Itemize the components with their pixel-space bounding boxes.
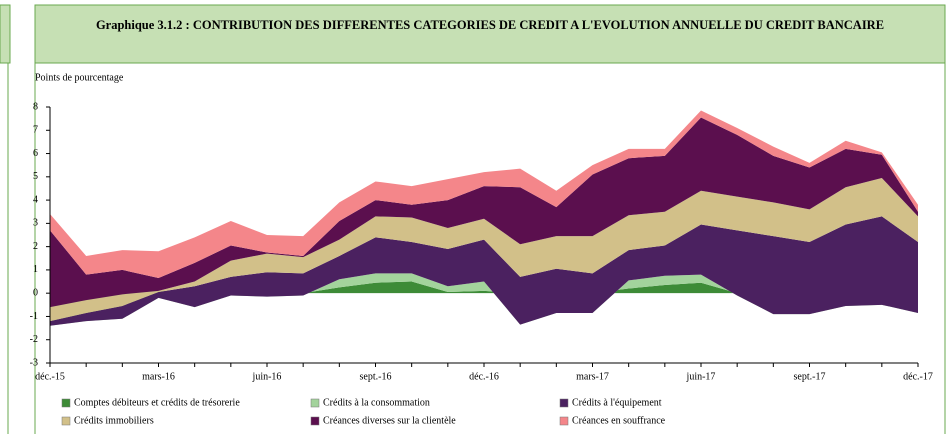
area (50, 216, 918, 326)
area (50, 281, 918, 294)
chart-title: Graphique 3.1.2 : CONTRIBUTION DES DIFFE… (95, 18, 885, 32)
legend-swatch (61, 398, 71, 408)
y-tick-label: 7 (33, 125, 38, 136)
x-tick-label: sept.-16 (360, 371, 392, 382)
area (50, 110, 918, 279)
legend-label: Crédits à la consommation (323, 397, 430, 408)
y-tick-label: 8 (33, 101, 38, 112)
area (50, 177, 918, 322)
y-tick-label: -3 (30, 357, 38, 368)
legend-label: Créances diverses sur la clientèle (323, 415, 456, 426)
legend-label: Crédits à l'équipement (572, 397, 662, 408)
x-tick-label: déc.-17 (903, 371, 933, 382)
x-tick-label: déc.-15 (35, 371, 65, 382)
x-tick-label: juin-16 (252, 371, 282, 382)
x-tick-label: sept.-17 (794, 371, 826, 382)
title-holder: Graphique 3.1.2 : CONTRIBUTION DES DIFFE… (95, 18, 885, 32)
y-tick-label: 0 (33, 287, 38, 298)
y-tick-label: 1 (33, 264, 38, 275)
area (50, 117, 918, 308)
legend-swatch (310, 416, 320, 426)
legend-label: Créances en souffrance (572, 415, 666, 426)
y-tick-label: 5 (33, 171, 38, 182)
legend-label: Crédits immobiliers (74, 415, 154, 426)
y-tick-label: 4 (33, 194, 38, 205)
x-tick-label: juin-17 (686, 371, 716, 382)
legend-swatch (61, 416, 71, 426)
x-tick-label: déc.-16 (469, 371, 499, 382)
y-axis-label: Points de pourcentage (35, 72, 124, 83)
left-panel-header (0, 4, 11, 64)
y-tick-label: -1 (30, 311, 38, 322)
y-tick-label: 2 (33, 241, 38, 252)
y-tick-label: 3 (33, 218, 38, 229)
legend-swatch (310, 398, 320, 408)
y-tick-label: 6 (33, 148, 38, 159)
area (50, 273, 918, 326)
x-tick-label: mars-17 (576, 371, 609, 382)
legend-swatch (559, 398, 569, 408)
title-box (34, 4, 946, 64)
legend-swatch (559, 416, 569, 426)
legend-label: Comptes débiteurs et crédits de trésorer… (74, 397, 240, 408)
y-tick-label: -2 (30, 334, 38, 345)
x-tick-label: mars-16 (142, 371, 175, 382)
